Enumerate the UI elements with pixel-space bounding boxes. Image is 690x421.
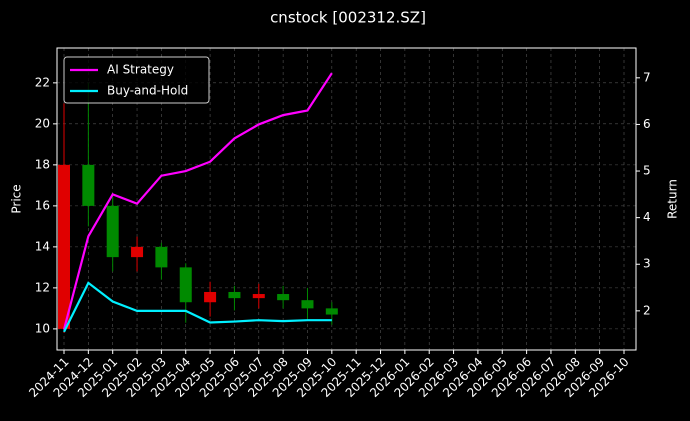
candle-body [82,164,95,206]
y-tick-label: 20 [35,116,50,130]
candle-body [204,291,217,303]
y2-tick-label: 5 [643,164,651,178]
candle-body [228,291,241,299]
return-line [62,72,333,330]
legend-label: AI Strategy [107,63,174,77]
y-axis-label: Price [10,184,24,213]
candle-body [58,164,70,329]
candle-body [252,294,265,299]
y-tick-label: 18 [35,157,50,171]
legend: AI Strategy Buy-and-Hold [63,56,210,104]
candle-body [155,246,168,268]
legend-box [63,56,210,104]
y-tick-label: 12 [35,280,50,294]
plot-frame [56,47,637,351]
legend-label: Buy-and-Hold [107,84,188,98]
y-tick-label: 14 [35,239,50,253]
chart-title: cnstock [002312.SZ] [270,9,426,27]
candle-body [325,308,338,315]
y2-tick-label: 2 [643,303,651,317]
y2-tick-label: 3 [643,257,651,271]
y2-tick-label: 6 [643,117,651,131]
y-tick-label: 16 [35,198,50,212]
y-tick-label: 10 [35,321,50,335]
candle-body [277,294,290,301]
candle-body [301,300,314,309]
y2-tick-label: 4 [643,210,651,224]
y2-axis-label: Return [666,179,680,219]
y-tick-label: 22 [35,75,50,89]
candle-body [106,205,119,258]
y2-tick-label: 7 [643,70,651,84]
candle-body [179,267,192,303]
candle-body [131,246,144,258]
return-line [63,281,332,333]
